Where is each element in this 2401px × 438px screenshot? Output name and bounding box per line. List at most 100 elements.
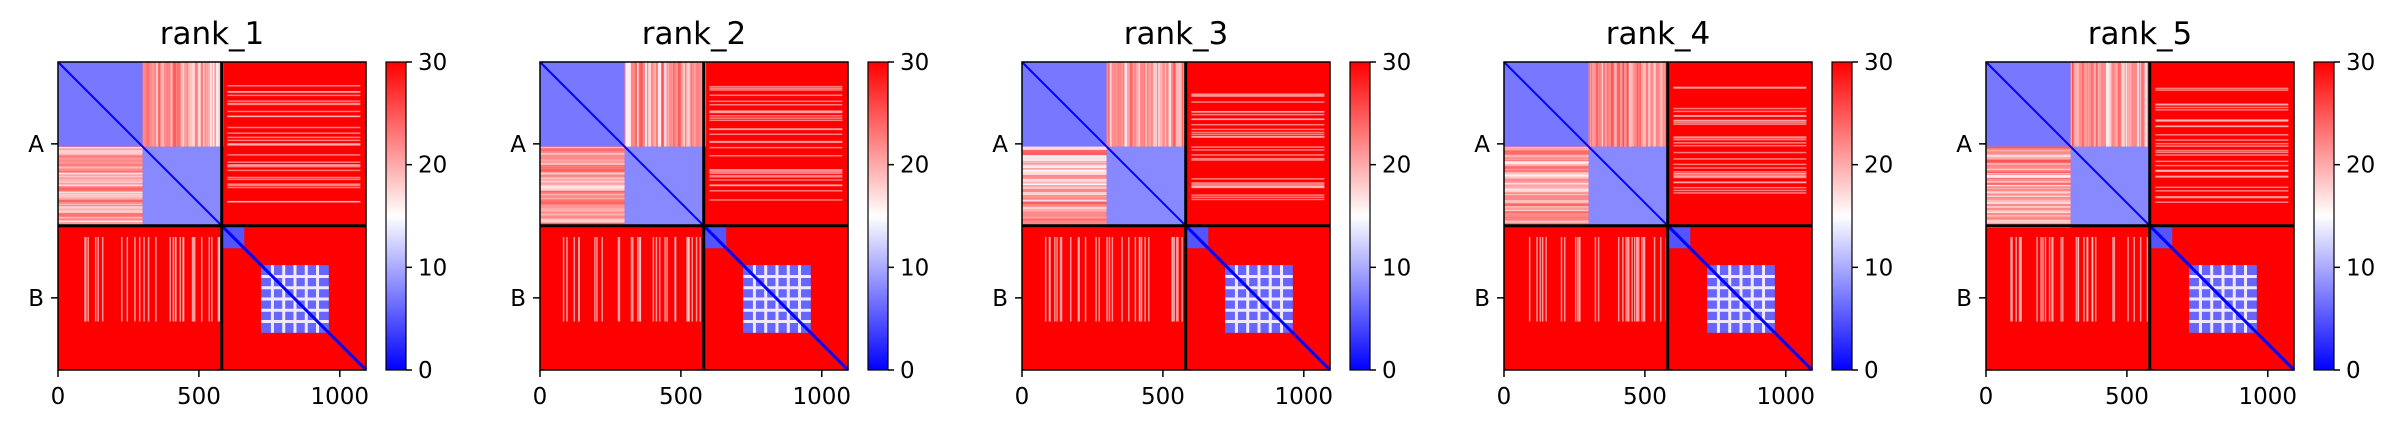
texture-stripe	[205, 62, 208, 147]
texture-stripe	[208, 236, 210, 322]
texture-stripe	[674, 236, 677, 322]
colorbar-tick-label: 30	[900, 50, 929, 76]
texture-stripe	[2015, 236, 2017, 322]
texture-stripe	[540, 166, 625, 170]
texture-stripe	[1673, 123, 1807, 125]
texture-stripe	[709, 110, 843, 112]
texture-stripe	[1069, 236, 1072, 322]
texture-stripe	[2127, 236, 2129, 322]
texture-stripe	[227, 186, 361, 189]
texture-stripe	[1673, 163, 1807, 166]
texture-stripe	[1191, 154, 1325, 156]
x-tick-label: 500	[177, 384, 221, 410]
texture-stripe	[540, 210, 625, 212]
texture-stripe	[1022, 146, 1107, 149]
texture-stripe	[1636, 236, 1638, 322]
texture-stripe	[540, 192, 625, 194]
texture-stripe	[1986, 206, 2071, 208]
texture-stripe	[165, 62, 168, 147]
texture-stripe	[227, 154, 361, 156]
colorbar-tick-label: 30	[2346, 50, 2375, 76]
texture-stripe	[126, 236, 129, 322]
texture-stripe	[1631, 236, 1633, 322]
texture-stripe	[667, 62, 670, 147]
texture-stripe	[686, 62, 689, 147]
texture-stripe	[709, 141, 843, 144]
texture-stripe	[1986, 177, 2071, 181]
texture-stripe	[1128, 62, 1130, 147]
texture-stripe	[1986, 183, 2071, 186]
texture-stripe	[58, 153, 143, 155]
texture-stripe	[58, 175, 143, 178]
diagonal-b	[702, 224, 850, 372]
texture-stripe	[1528, 236, 1531, 322]
texture-stripe	[1673, 144, 1807, 147]
y-tick-label: B	[992, 286, 1008, 312]
texture-stripe	[578, 236, 580, 322]
texture-stripe	[1600, 62, 1602, 147]
texture-stripe	[562, 236, 565, 322]
texture-stripe	[1176, 62, 1178, 147]
texture-stripe	[1617, 236, 1620, 322]
texture-stripe	[227, 91, 361, 93]
x-tick-label: 500	[1623, 384, 1667, 410]
texture-stripe	[709, 117, 843, 119]
texture-stripe	[218, 236, 220, 322]
texture-stripe	[1022, 206, 1107, 210]
x-tick-label: 0	[1979, 384, 1994, 410]
diagonal-b	[1184, 224, 1332, 372]
diagonal-a	[57, 61, 223, 227]
texture-stripe	[683, 62, 685, 147]
texture-stripe	[58, 206, 143, 210]
texture-stripe	[658, 62, 661, 147]
texture-stripe	[1118, 62, 1121, 147]
colorbar-frame	[867, 61, 889, 371]
texture-stripe	[1191, 194, 1325, 196]
texture-stripe	[1504, 159, 1589, 162]
texture-stripe	[540, 160, 625, 164]
texture-stripe	[1129, 62, 1133, 147]
texture-stripe	[709, 184, 843, 187]
texture-stripe	[1642, 236, 1645, 322]
texture-stripe	[2084, 62, 2087, 147]
texture-stripe	[1022, 178, 1107, 180]
diagonal-a	[1503, 61, 1669, 227]
texture-stripe	[1599, 62, 1601, 147]
axes-frame	[1503, 61, 1813, 371]
texture-stripe	[2075, 236, 2078, 322]
texture-stripe	[2119, 62, 2121, 147]
y-tick-label: B	[28, 286, 44, 312]
texture-stripe	[155, 236, 157, 322]
colorbar-tick-label: 20	[1382, 153, 1411, 179]
texture-stripe	[1180, 62, 1183, 147]
texture-stripe	[1673, 158, 1807, 160]
texture-stripe	[2155, 106, 2289, 109]
texture-stripe	[2155, 134, 2289, 136]
texture-stripe	[58, 220, 143, 223]
texture-stripe	[691, 62, 693, 147]
texture-stripe	[1022, 218, 1107, 220]
texture-stripe	[58, 178, 143, 182]
texture-stripe	[1153, 62, 1156, 147]
texture-stripe	[1191, 159, 1325, 161]
texture-stripe	[1986, 175, 2071, 178]
texture-stripe	[1022, 162, 1107, 165]
texture-stripe	[1539, 236, 1542, 322]
x-tick-label: 500	[659, 384, 703, 410]
chart-title: rank_5	[2088, 16, 2193, 52]
texture-stripe	[2070, 62, 2072, 147]
texture-stripe	[2094, 236, 2097, 322]
texture-stripe	[1504, 174, 1589, 177]
texture-stripe	[212, 62, 215, 147]
texture-stripe	[1191, 183, 1325, 186]
colorbar-tick-label: 20	[1864, 153, 1893, 179]
texture-stripe	[2040, 236, 2042, 322]
texture-stripe	[699, 236, 701, 322]
texture-stripe	[216, 62, 220, 147]
colorbar-tick-label: 0	[2346, 358, 2361, 384]
texture-stripe	[642, 62, 645, 147]
texture-stripe	[1628, 236, 1630, 322]
texture-stripe	[540, 164, 625, 166]
texture-stripe	[1148, 236, 1150, 322]
texture-stripe	[1111, 236, 1114, 322]
